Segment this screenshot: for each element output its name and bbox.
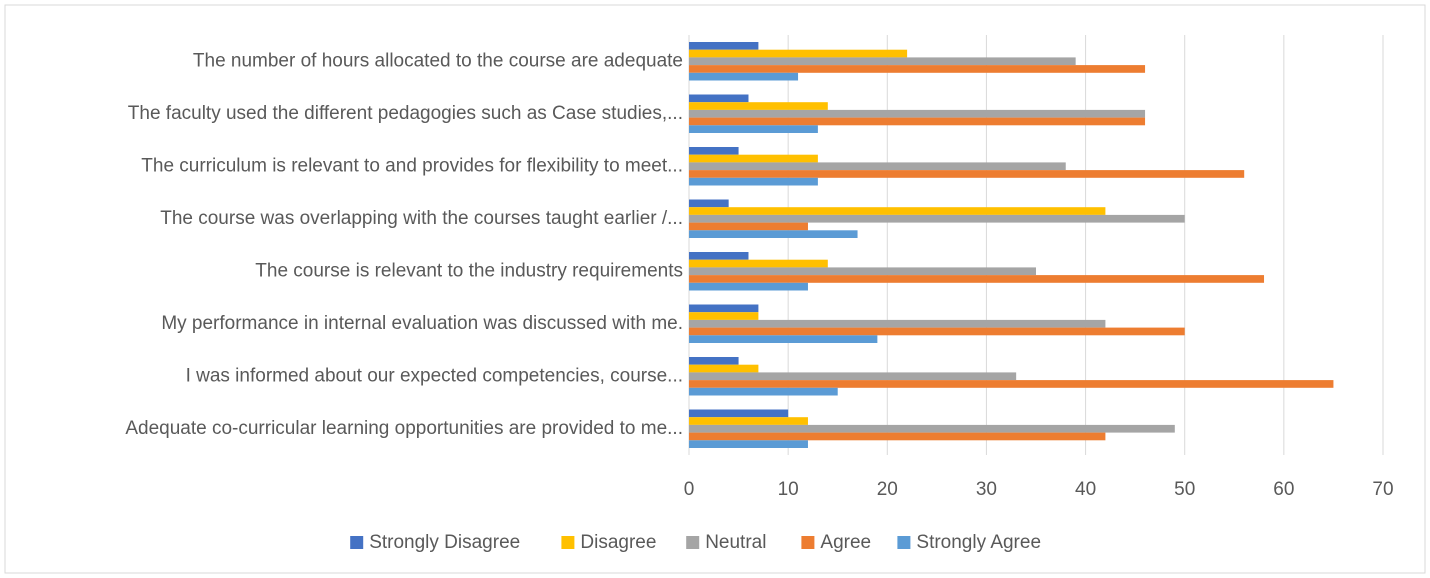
bar: [689, 177, 818, 186]
legend-swatch: [897, 536, 911, 549]
bar: [689, 147, 739, 155]
bar: [689, 380, 1334, 388]
legend-label: Strongly Disagree: [369, 532, 520, 553]
bar: [689, 117, 1146, 126]
bar: [689, 357, 739, 365]
y-tick-label: The course was overlapping with the cour…: [160, 208, 683, 229]
bar: [689, 275, 1265, 283]
bar: [689, 230, 858, 238]
bar: [689, 154, 818, 163]
bar: [689, 109, 1146, 118]
bar: [689, 57, 1076, 66]
bar: [689, 440, 808, 448]
bar: [689, 364, 759, 373]
bar: [689, 319, 1106, 328]
legend-swatch: [350, 536, 364, 549]
y-tick-label: The curriculum is relevant to and provid…: [141, 155, 683, 176]
bar: [689, 125, 818, 133]
y-tick-label: The course is relevant to the industry r…: [255, 260, 683, 281]
bar: [689, 94, 749, 103]
bar: [689, 42, 759, 50]
bar: [689, 259, 828, 268]
bar: [689, 102, 828, 110]
bar: [689, 72, 799, 81]
bar: [689, 432, 1106, 441]
y-tick-label: I was informed about our expected compet…: [186, 365, 683, 386]
bar: [689, 199, 729, 208]
legend-label: Disagree: [580, 532, 656, 553]
x-tick-label: 30: [976, 479, 997, 500]
bar: [689, 387, 838, 396]
x-tick-label: 0: [684, 479, 695, 500]
legend-label: Neutral: [705, 532, 766, 553]
bar: [689, 424, 1175, 433]
legend-swatch: [801, 536, 815, 549]
bar: [689, 372, 1017, 381]
legend-swatch: [561, 536, 575, 549]
legend-label: Strongly Agree: [916, 532, 1041, 553]
bar: [689, 49, 908, 58]
bar: [689, 222, 808, 231]
y-tick-label: My performance in internal evaluation wa…: [161, 313, 683, 334]
bar: [689, 65, 1146, 73]
y-tick-label: The number of hours allocated to the cou…: [193, 50, 683, 71]
x-tick-label: 10: [778, 479, 799, 500]
bar: [689, 207, 1106, 215]
y-tick-label: The faculty used the different pedagogie…: [128, 103, 683, 124]
bar: [689, 409, 789, 418]
bar: [689, 214, 1185, 223]
bar: [689, 304, 759, 313]
bar: [689, 170, 1245, 178]
x-tick-label: 60: [1273, 479, 1294, 500]
legend-swatch: [686, 536, 700, 549]
bar: [689, 252, 749, 260]
bar: [689, 282, 808, 291]
bar: [689, 162, 1066, 171]
legend-label: Agree: [820, 532, 871, 553]
x-tick-label: 40: [1075, 479, 1096, 500]
y-tick-label: Adequate co-curricular learning opportun…: [125, 418, 683, 439]
x-tick-label: 50: [1174, 479, 1195, 500]
bar: [689, 267, 1036, 276]
x-tick-label: 20: [877, 479, 898, 500]
x-tick-label: 70: [1372, 479, 1393, 500]
bar: [689, 327, 1185, 336]
bar: [689, 417, 808, 425]
bar: [689, 312, 759, 320]
bar: [689, 335, 878, 343]
